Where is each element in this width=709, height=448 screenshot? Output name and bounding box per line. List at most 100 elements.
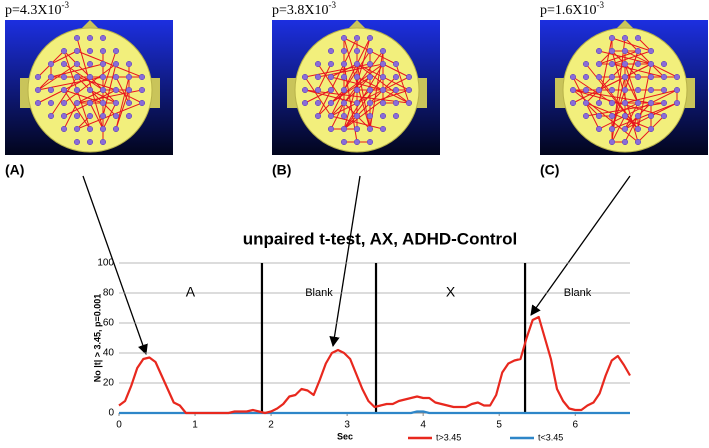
electrode bbox=[595, 112, 603, 120]
electrode bbox=[340, 73, 348, 81]
nose bbox=[347, 20, 367, 30]
connection bbox=[382, 63, 410, 78]
electrode bbox=[366, 86, 374, 94]
electrode bbox=[340, 34, 348, 42]
electrode bbox=[647, 99, 655, 107]
electrode bbox=[366, 34, 374, 42]
p-value-base: p=4.3X10 bbox=[5, 3, 62, 18]
connection bbox=[76, 76, 117, 91]
electrode bbox=[125, 112, 133, 120]
electrode bbox=[86, 138, 94, 146]
x-tick-label: 6 bbox=[572, 420, 578, 431]
electrode bbox=[86, 47, 94, 55]
connection bbox=[572, 63, 652, 104]
connection bbox=[356, 63, 410, 104]
electrode bbox=[73, 138, 81, 146]
electrode bbox=[112, 86, 120, 94]
electrode bbox=[634, 73, 642, 81]
electrode bbox=[60, 99, 68, 107]
electrode bbox=[379, 47, 387, 55]
electrode bbox=[353, 112, 361, 120]
electrode bbox=[621, 125, 629, 133]
electrode bbox=[647, 73, 655, 81]
electrode bbox=[569, 73, 577, 81]
panel-letter: (C) bbox=[540, 162, 559, 178]
electrode bbox=[60, 112, 68, 120]
connection bbox=[611, 115, 626, 143]
connection bbox=[611, 50, 652, 65]
electrode bbox=[595, 99, 603, 107]
electrode bbox=[86, 125, 94, 133]
electrode bbox=[327, 47, 335, 55]
connection bbox=[598, 50, 639, 65]
electrode bbox=[366, 138, 374, 146]
connection bbox=[89, 102, 104, 130]
electrode bbox=[634, 138, 642, 146]
electrode bbox=[353, 125, 361, 133]
electrode bbox=[608, 86, 616, 94]
electrode bbox=[660, 73, 668, 81]
section-label: Blank bbox=[564, 287, 592, 299]
electrode bbox=[60, 86, 68, 94]
electrode bbox=[569, 86, 577, 94]
electrode bbox=[112, 47, 120, 55]
electrode bbox=[582, 60, 590, 68]
electrode bbox=[353, 34, 361, 42]
x-tick-label: 0 bbox=[116, 420, 122, 431]
electrode bbox=[366, 125, 374, 133]
connection bbox=[624, 63, 639, 104]
electrode bbox=[366, 47, 374, 55]
electrode bbox=[99, 99, 107, 107]
electrode bbox=[608, 34, 616, 42]
electrode bbox=[353, 99, 361, 107]
electrode bbox=[582, 112, 590, 120]
electrode bbox=[99, 138, 107, 146]
electrode bbox=[34, 99, 42, 107]
connection bbox=[637, 37, 652, 52]
connection bbox=[330, 115, 384, 130]
electrode bbox=[60, 73, 68, 81]
electrode bbox=[47, 112, 55, 120]
connection bbox=[37, 76, 52, 91]
connection bbox=[76, 102, 143, 130]
electrode bbox=[621, 112, 629, 120]
electrode bbox=[660, 112, 668, 120]
connection bbox=[63, 89, 91, 130]
connection bbox=[624, 37, 665, 78]
connection bbox=[50, 63, 104, 78]
electrode bbox=[99, 73, 107, 81]
connection bbox=[330, 76, 371, 104]
electrode bbox=[634, 125, 642, 133]
connection bbox=[76, 50, 143, 78]
electrode bbox=[340, 112, 348, 120]
electrode bbox=[353, 47, 361, 55]
electrode bbox=[634, 34, 642, 42]
electrode bbox=[327, 60, 335, 68]
electrode bbox=[621, 86, 629, 94]
electrode bbox=[379, 60, 387, 68]
p-value-base: p=1.6X10 bbox=[540, 3, 597, 18]
electrode bbox=[569, 99, 577, 107]
electrode bbox=[634, 112, 642, 120]
connection bbox=[585, 63, 626, 104]
electrode bbox=[47, 60, 55, 68]
electrode bbox=[392, 99, 400, 107]
connection bbox=[585, 102, 652, 130]
electrode bbox=[112, 60, 120, 68]
connection bbox=[102, 50, 117, 91]
p-value: p=4.3X10-3 bbox=[5, 0, 70, 18]
electrode bbox=[327, 125, 335, 133]
connection bbox=[330, 37, 371, 117]
electrode bbox=[647, 47, 655, 55]
connection bbox=[598, 50, 613, 65]
electrode bbox=[99, 60, 107, 68]
connection bbox=[76, 115, 91, 130]
connection bbox=[317, 37, 358, 117]
y-tick-label: 40 bbox=[103, 348, 115, 359]
connection bbox=[76, 89, 143, 104]
electrode bbox=[608, 47, 616, 55]
connection bbox=[50, 50, 78, 65]
p-value-exponent: -3 bbox=[597, 0, 605, 10]
connection bbox=[76, 89, 104, 104]
